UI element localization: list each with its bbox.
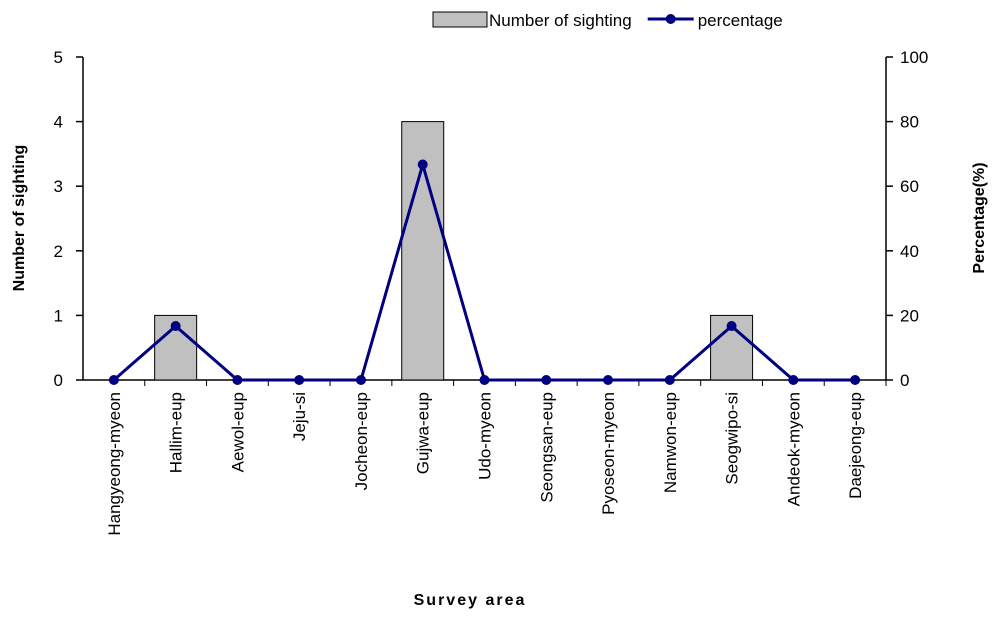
x-tick-label: Hallim-eup [167,392,186,473]
y-tick-label: 4 [54,113,63,132]
x-tick-label: Hangyeong-myeon [105,392,124,536]
line-marker [355,375,366,385]
y-tick-label: 1 [54,306,63,325]
x-tick-label: Seongsan-eup [537,392,556,503]
line-marker [294,375,305,385]
y2-tick-label: 20 [900,306,919,325]
line-marker [603,375,614,385]
legend-marker [665,14,676,24]
line-marker [541,375,552,385]
line-marker [108,375,119,385]
x-axis-title: Survey area [414,592,527,609]
y-tick-label: 0 [54,371,63,390]
x-tick-label: Daejeong-eup [846,392,865,499]
x-tick-label: Aewol-eup [228,392,247,472]
legend-label: Number of sighting [489,11,632,30]
x-tick-label: Udo-myeon [476,392,495,480]
y-tick-label: 3 [54,177,63,196]
line-marker [170,321,181,332]
x-tick-label: Andeok-myeon [784,392,803,506]
y2-tick-label: 40 [900,242,919,261]
y2-tick-label: 80 [900,113,919,132]
line-marker [726,321,737,332]
legend-swatch [432,11,488,28]
line-marker [788,375,799,385]
line-marker [417,159,428,170]
x-tick-label: Jocheon-eup [352,392,371,490]
legend-label: percentage [698,11,783,30]
line-marker [850,375,861,385]
y-tick-label: 2 [54,242,63,261]
x-tick-label: Pyoseon-myeon [599,392,618,515]
x-tick-label: Jeju-si [290,392,309,441]
y2-axis-title: Percentage(%) [971,162,988,273]
line-marker [232,375,243,385]
y2-tick-label: 0 [900,371,909,390]
y2-tick-label: 60 [900,177,919,196]
x-tick-label: Seogwipo-si [723,392,742,485]
x-tick-label: Namwon-eup [661,392,680,493]
line-marker [664,375,675,385]
x-tick-label: Gujwa-eup [414,392,433,474]
line-marker [479,375,490,385]
y-tick-label: 5 [54,48,63,67]
y2-tick-label: 100 [900,48,928,67]
y-axis-title: Number of sighting [11,145,28,292]
